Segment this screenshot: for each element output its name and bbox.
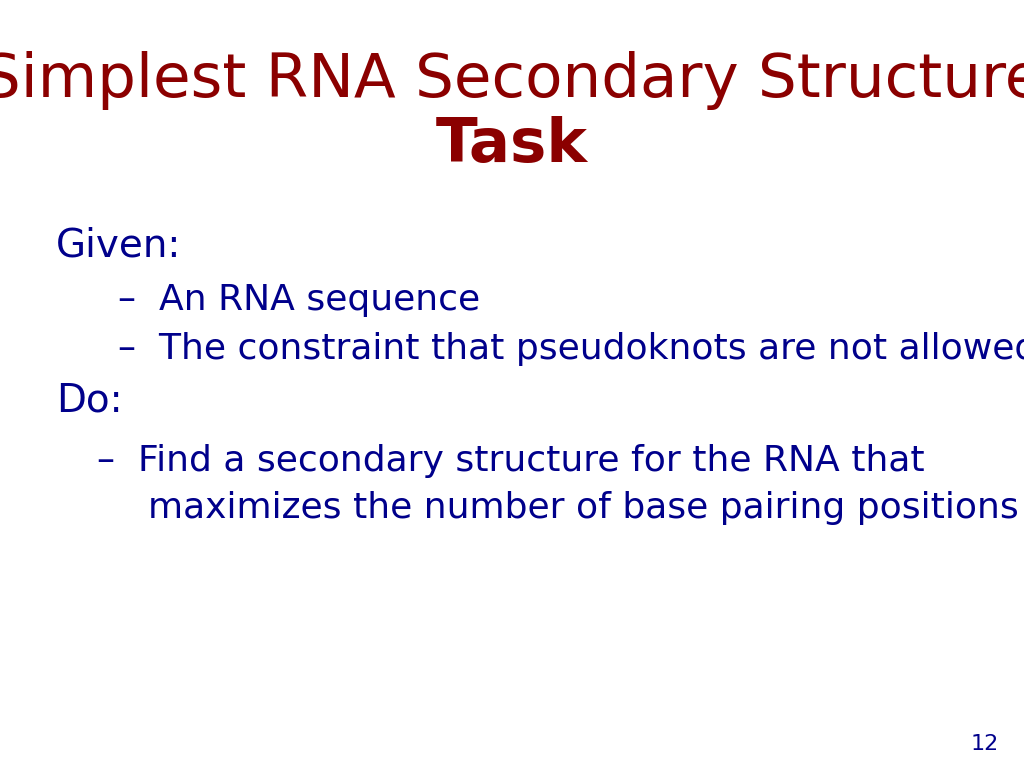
Text: Simplest RNA Secondary Structure: Simplest RNA Secondary Structure <box>0 51 1024 110</box>
Text: 12: 12 <box>970 734 998 754</box>
Text: Given:: Given: <box>56 227 181 265</box>
Text: Do:: Do: <box>56 382 123 420</box>
Text: maximizes the number of base pairing positions: maximizes the number of base pairing pos… <box>148 492 1019 525</box>
Text: –  The constraint that pseudoknots are not allowed: – The constraint that pseudoknots are no… <box>118 333 1024 366</box>
Text: –  Find a secondary structure for the RNA that: – Find a secondary structure for the RNA… <box>97 444 925 478</box>
Text: –  An RNA sequence: – An RNA sequence <box>118 283 480 316</box>
Text: Task: Task <box>436 117 588 175</box>
